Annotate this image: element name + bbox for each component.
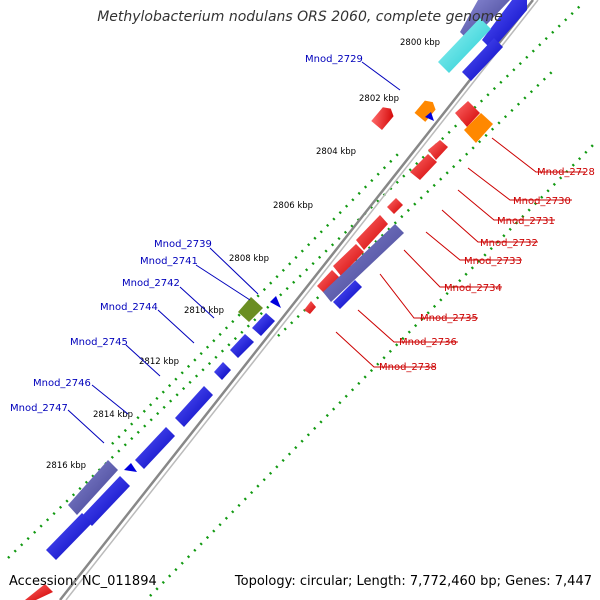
gene-blue-top-right xyxy=(462,38,503,81)
leader-mnod-2741 xyxy=(195,264,251,301)
gene-red-d xyxy=(387,198,403,214)
gene-blue-2746b xyxy=(135,427,175,469)
gene-mnod-2728 xyxy=(414,100,436,122)
leader-mnod-2747 xyxy=(67,409,105,444)
gene-blue-2744a xyxy=(252,313,275,336)
gene-blue-2745 xyxy=(214,362,231,380)
label-mnod-2742: Mnod_2742 xyxy=(122,278,180,289)
leader-mnod-2744 xyxy=(157,309,195,344)
leader-mnod-2742 xyxy=(179,286,215,319)
label-mnod-2736: Mnod_2736 xyxy=(399,337,457,348)
gene-red-b xyxy=(428,140,448,160)
label-mnod-2741: Mnod_2741 xyxy=(140,256,198,267)
kbp-tick-2800: 2800 kbp xyxy=(400,38,440,48)
leader-mnod-2734 xyxy=(403,249,502,288)
accession-text: Accession: NC_011894 xyxy=(9,574,157,589)
gene-blue-2744b xyxy=(230,334,254,358)
label-mnod-2739: Mnod_2739 xyxy=(154,239,212,250)
backbone-outer xyxy=(59,0,534,600)
label-mnod-2747: Mnod_2747 xyxy=(10,403,68,414)
leader-mnod-2746 xyxy=(91,384,129,415)
gene-blue-2747a xyxy=(82,476,130,526)
gene-mnod-2742-olive xyxy=(238,297,263,322)
gene-mnod-2729-teal xyxy=(438,18,491,73)
kbp-tick-2802: 2802 kbp xyxy=(359,94,399,104)
label-mnod-2728: Mnod_2728 xyxy=(537,167,595,178)
leader-mnod-2745 xyxy=(125,344,161,377)
label-mnod-2746: Mnod_2746 xyxy=(33,378,91,389)
kbp-tick-labels: 2800 kbp 2802 kbp 2804 kbp 2806 kbp 2808… xyxy=(46,38,440,471)
backbone-inner xyxy=(65,0,539,600)
kbp-tick-2808: 2808 kbp xyxy=(229,254,269,264)
label-mnod-2731: Mnod_2731 xyxy=(497,216,555,227)
left-gene-label-text: Mnod_2729 Mnod_2739 Mnod_2741 Mnod_2742 … xyxy=(10,54,363,414)
minus-strand-genes xyxy=(371,100,436,130)
gene-red-c xyxy=(410,154,437,180)
left-gene-labels xyxy=(67,61,401,444)
label-mnod-2730: Mnod_2730 xyxy=(513,196,571,207)
leader-mnod-2730 xyxy=(467,167,572,201)
right-gene-label-text: Mnod_2728 Mnod_2730 Mnod_2731 Mnod_2732 … xyxy=(379,167,595,373)
gene-red-f xyxy=(333,244,364,276)
label-mnod-2734: Mnod_2734 xyxy=(444,283,502,294)
map-title: Methylobacterium nodulans ORS 2060, comp… xyxy=(97,9,503,25)
leader-mnod-2738 xyxy=(335,331,436,368)
gene-top-blue xyxy=(482,0,527,50)
label-mnod-2732: Mnod_2732 xyxy=(480,238,538,249)
gene-mnod-2738 xyxy=(304,301,316,314)
gene-red-a xyxy=(455,101,480,127)
gene-red-bottom xyxy=(25,584,53,600)
right-gene-labels xyxy=(335,137,585,368)
label-mnod-2733: Mnod_2733 xyxy=(464,256,522,267)
kbp-tick-2810: 2810 kbp xyxy=(184,306,224,316)
kbp-tick-2804: 2804 kbp xyxy=(316,147,356,157)
gene-mnod-2730 xyxy=(371,107,394,130)
gc-track-inner-left xyxy=(111,149,403,445)
leader-mnod-2735 xyxy=(379,273,478,319)
leader-mnod-2728 xyxy=(491,137,585,173)
kbp-tick-2816: 2816 kbp xyxy=(46,461,86,471)
kbp-tick-2812: 2812 kbp xyxy=(139,357,179,367)
gene-small-blue-1 xyxy=(425,112,434,121)
topology-text: Topology: circular; Length: 7,772,460 bp… xyxy=(234,574,592,589)
plus-strand-genes xyxy=(46,0,527,560)
label-mnod-2744: Mnod_2744 xyxy=(100,302,158,313)
kbp-tick-2814: 2814 kbp xyxy=(93,410,133,420)
leader-mnod-2731 xyxy=(457,189,555,221)
leader-mnod-2732 xyxy=(441,209,538,243)
label-mnod-2729: Mnod_2729 xyxy=(305,54,363,65)
gene-red-e xyxy=(356,215,388,250)
gc-track-outer-left xyxy=(7,5,581,559)
kbp-tick-2806: 2806 kbp xyxy=(273,201,313,211)
gene-mnod-2747-slate xyxy=(68,460,118,515)
red-genes xyxy=(25,101,493,600)
gene-small-blue-2 xyxy=(124,463,137,472)
label-mnod-2745: Mnod_2745 xyxy=(70,337,128,348)
gene-mnod-2734-slate xyxy=(323,224,404,302)
label-mnod-2738: Mnod_2738 xyxy=(379,362,437,373)
leader-mnod-2733 xyxy=(425,231,522,261)
gene-mnod-2728-orange xyxy=(464,113,493,143)
gene-red-g xyxy=(317,270,340,295)
gene-blue-2746a xyxy=(175,386,213,427)
gene-mnod-2736 xyxy=(333,280,362,309)
gene-mnod-2741 xyxy=(270,296,281,308)
leader-mnod-2729 xyxy=(361,61,401,91)
gene-blue-2747b xyxy=(46,513,92,560)
leader-mnod-2739 xyxy=(209,247,259,295)
label-mnod-2735: Mnod_2735 xyxy=(420,313,478,324)
leader-mnod-2736 xyxy=(357,309,458,343)
